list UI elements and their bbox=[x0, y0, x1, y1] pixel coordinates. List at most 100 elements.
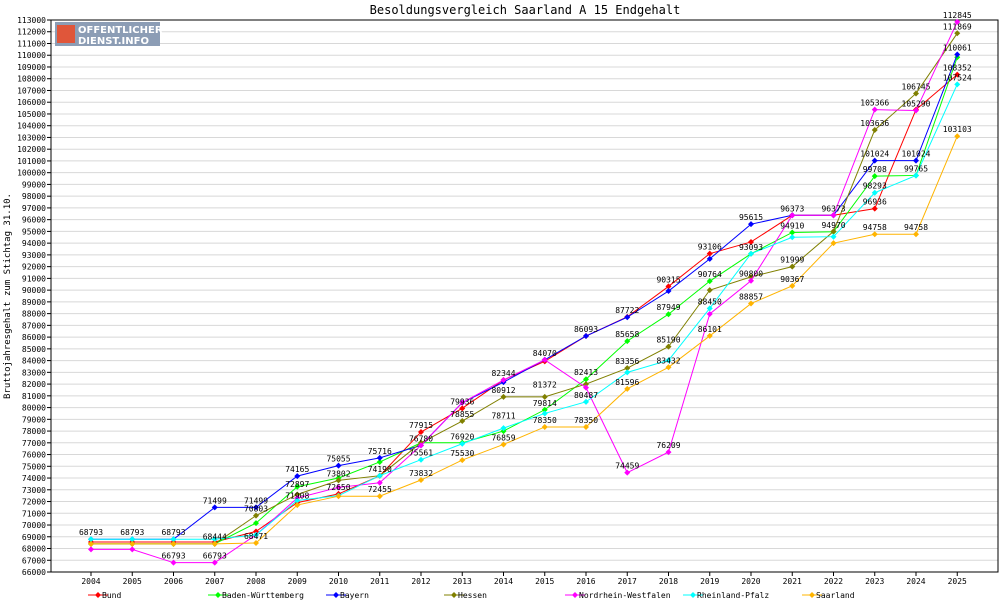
data-point bbox=[748, 300, 754, 307]
y-tick-label: 106000 bbox=[17, 98, 46, 107]
data-label: 72897 bbox=[285, 480, 309, 489]
data-label: 96373 bbox=[821, 204, 845, 213]
data-point bbox=[624, 314, 631, 321]
legend-marker bbox=[572, 592, 578, 598]
series-line bbox=[91, 136, 958, 545]
y-tick-label: 71000 bbox=[22, 509, 46, 518]
data-point bbox=[129, 546, 136, 553]
data-label: 78350 bbox=[574, 416, 598, 425]
legend-item: Bund bbox=[88, 591, 121, 600]
data-point bbox=[500, 441, 507, 448]
x-tick-label: 2022 bbox=[824, 577, 843, 586]
legend-item: Nordrhein-Westfalen bbox=[565, 591, 671, 600]
data-label: 94910 bbox=[780, 221, 804, 230]
y-tick-label: 88000 bbox=[22, 310, 46, 319]
data-point bbox=[624, 469, 631, 476]
y-tick-label: 104000 bbox=[17, 122, 46, 131]
data-point bbox=[954, 71, 961, 78]
series-7 bbox=[88, 133, 961, 547]
data-label: 78350 bbox=[533, 416, 557, 425]
legend: Bund Baden-Württemberg Bayern Hessen Nordrhe… bbox=[88, 591, 855, 600]
data-point bbox=[541, 406, 548, 413]
data-point bbox=[253, 539, 259, 546]
data-label: 93106 bbox=[698, 243, 722, 252]
data-label: 108352 bbox=[943, 64, 972, 73]
data-point bbox=[665, 343, 672, 350]
data-point bbox=[418, 456, 424, 463]
data-label: 111869 bbox=[943, 22, 972, 31]
data-label: 105290 bbox=[902, 100, 931, 109]
x-tick-label: 2018 bbox=[659, 577, 678, 586]
data-label: 98293 bbox=[863, 182, 887, 191]
data-point bbox=[913, 90, 919, 97]
data-label: 66793 bbox=[203, 552, 227, 561]
legend-marker bbox=[95, 592, 101, 598]
y-tick-label: 105000 bbox=[17, 110, 46, 119]
data-point bbox=[376, 458, 383, 465]
data-point bbox=[253, 504, 259, 511]
data-point bbox=[706, 332, 713, 339]
legend-label: Hessen bbox=[458, 591, 487, 600]
y-tick-label: 66000 bbox=[22, 568, 46, 577]
data-label: 85658 bbox=[615, 330, 639, 339]
series-2 bbox=[88, 54, 961, 547]
data-point bbox=[211, 559, 218, 566]
data-point bbox=[954, 51, 961, 58]
data-label: 94758 bbox=[904, 223, 928, 232]
y-axis-label: Bruttojahresgehalt zum Stichtag 31.10. bbox=[3, 193, 13, 399]
data-point bbox=[294, 502, 301, 509]
legend-label: Bayern bbox=[340, 591, 369, 600]
data-point bbox=[418, 442, 424, 449]
data-point bbox=[294, 491, 301, 498]
logo-line-1: OFFENTLICHER bbox=[78, 25, 163, 36]
data-point bbox=[294, 497, 301, 504]
data-point bbox=[459, 405, 466, 412]
logo-line-2: DIENST.INFO bbox=[78, 36, 149, 47]
data-label: 99765 bbox=[904, 164, 928, 173]
data-label: 68793 bbox=[120, 528, 144, 537]
legend-label: Rheinland-Pfalz bbox=[697, 591, 769, 600]
y-tick-label: 91000 bbox=[22, 274, 46, 283]
data-label: 68471 bbox=[244, 532, 268, 541]
data-point bbox=[583, 384, 589, 391]
data-point bbox=[871, 173, 878, 180]
data-label: 75055 bbox=[326, 455, 350, 464]
y-tick-label: 69000 bbox=[22, 533, 46, 542]
series-6 bbox=[88, 81, 961, 543]
data-label: 72650 bbox=[326, 483, 350, 492]
legend-label: Nordrhein-Westfalen bbox=[579, 591, 671, 600]
data-point bbox=[665, 283, 672, 290]
series-5 bbox=[88, 18, 961, 566]
y-tick-label: 74000 bbox=[22, 474, 46, 483]
y-tick-label: 80000 bbox=[22, 404, 46, 413]
data-point bbox=[500, 425, 507, 432]
x-tick-label: 2005 bbox=[123, 577, 142, 586]
data-label: 82413 bbox=[574, 368, 598, 377]
data-point bbox=[376, 472, 383, 479]
data-label: 75561 bbox=[409, 449, 433, 458]
legend-label: Saarland bbox=[816, 591, 855, 600]
legend-item: Hessen bbox=[444, 591, 487, 600]
data-point bbox=[129, 540, 136, 547]
y-tick-label: 93000 bbox=[22, 251, 46, 260]
data-point bbox=[170, 559, 177, 566]
data-point bbox=[748, 221, 754, 228]
legend-label: Bund bbox=[102, 591, 121, 600]
data-point bbox=[706, 310, 713, 317]
data-label: 76859 bbox=[491, 433, 515, 442]
x-tick-label: 2017 bbox=[618, 577, 637, 586]
legend-marker bbox=[333, 592, 339, 598]
y-tick-label: 110000 bbox=[17, 51, 46, 60]
y-tick-label: 76000 bbox=[22, 451, 46, 460]
axes: 66000 67000 68000 69000 70000 71000 72000 73000… bbox=[17, 16, 999, 586]
data-point bbox=[789, 229, 796, 236]
y-tick-label: 67000 bbox=[22, 556, 46, 565]
data-point bbox=[418, 429, 424, 436]
data-point bbox=[789, 263, 796, 270]
data-label: 103103 bbox=[943, 125, 972, 134]
y-tick-label: 72000 bbox=[22, 498, 46, 507]
data-point bbox=[253, 531, 259, 538]
data-label: 81372 bbox=[533, 380, 557, 389]
data-label: 84070 bbox=[533, 349, 557, 358]
legend-item: Rheinland-Pfalz bbox=[683, 591, 769, 600]
